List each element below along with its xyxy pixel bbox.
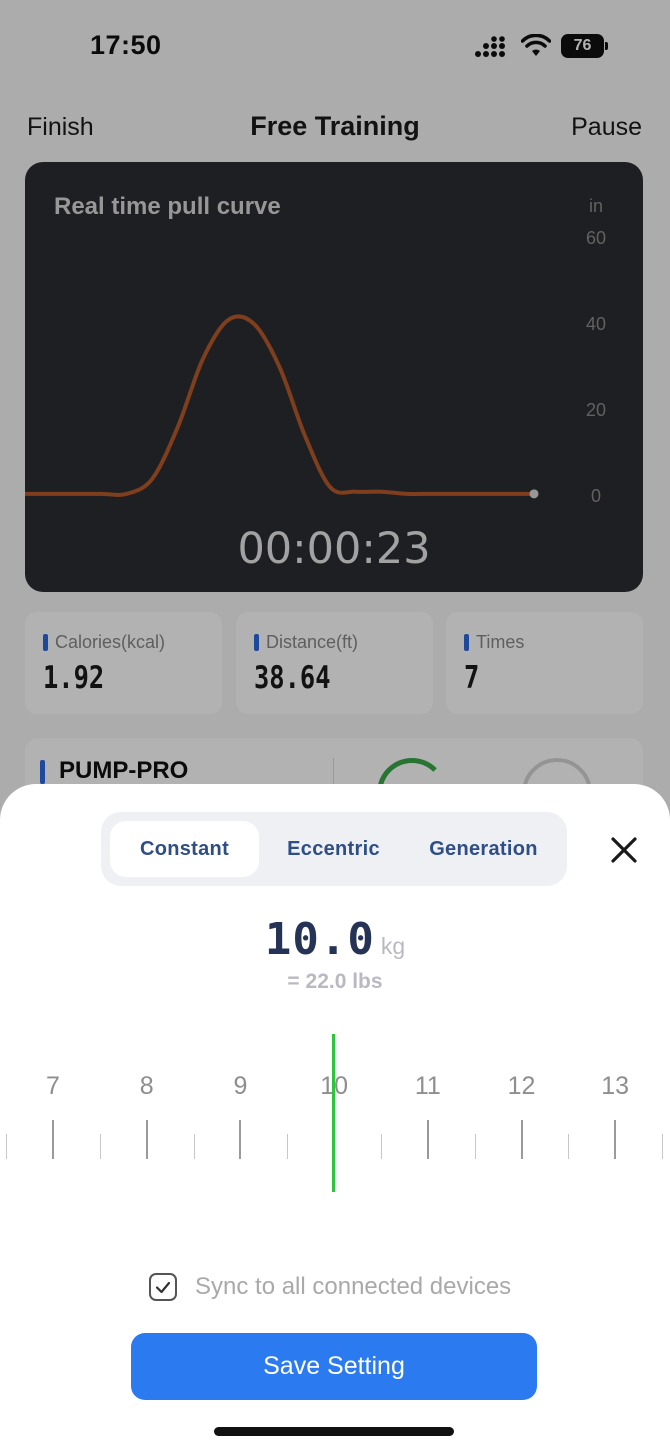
wifi-icon — [521, 34, 551, 56]
ruler-major-tick — [520, 1120, 523, 1159]
weight-lbs: = 22.0 lbs — [287, 970, 383, 993]
stat-label: Calories(kcal) — [55, 632, 166, 652]
ruler-major-tick — [145, 1120, 148, 1159]
ruler-major-tick — [52, 1120, 54, 1159]
calories-card: Calories(kcal) 1.92 — [25, 612, 222, 714]
weight-display: 10.0 kg — [0, 914, 670, 974]
curve-end-point — [529, 489, 539, 499]
ruler-label: 11 — [414, 1072, 441, 1100]
stat-value: 1.92 — [43, 660, 105, 696]
weight-value: 10.0 — [264, 914, 375, 965]
stats-row: Calories(kcal) 1.92 Distance(ft) 38.64 T… — [25, 612, 643, 716]
page-title: Free Training — [250, 111, 420, 141]
pull-curve-card: Real time pull curve in 0 20 40 60 00:00:23 — [25, 162, 643, 592]
ruler-label: 7 — [46, 1072, 60, 1100]
tab-generation[interactable]: Generation — [429, 837, 538, 860]
ruler-label: 12 — [507, 1072, 536, 1100]
tab-eccentric[interactable]: Eccentric — [287, 837, 380, 860]
device-name: PUMP-PRO — [59, 757, 189, 784]
stat-label: Distance(ft) — [266, 632, 359, 652]
y-tick-label: 60 — [586, 228, 606, 248]
y-tick-label: 40 — [586, 314, 606, 334]
curve-title: Real time pull curve — [54, 193, 281, 220]
save-setting-button[interactable]: Save Setting — [131, 1333, 537, 1400]
finish-button[interactable]: Finish — [27, 113, 94, 141]
tab-constant[interactable]: Constant — [110, 821, 259, 877]
nav-bar: Finish Free Training Pause — [0, 105, 670, 151]
ruler-label: 8 — [139, 1072, 154, 1100]
ruler-minor-tick — [380, 1134, 382, 1159]
pause-button[interactable]: Pause — [571, 113, 642, 141]
weight-ruler[interactable]: 78910111213 — [0, 1034, 670, 1244]
status-time: 17:50 — [90, 30, 162, 60]
sync-row[interactable]: Sync to all connected devices — [0, 1270, 670, 1304]
sync-label: Sync to all connected devices — [195, 1273, 512, 1300]
ruler-major-tick — [426, 1120, 429, 1159]
status-bar: 17:50 76 — [0, 22, 670, 68]
elapsed-timer: 00:00:23 — [237, 524, 431, 574]
ruler-minor-tick — [662, 1134, 664, 1159]
stat-label: Times — [476, 632, 525, 652]
stat-value: 7 — [464, 660, 480, 696]
y-axis-unit: in — [589, 196, 603, 216]
ruler-minor-tick — [99, 1134, 101, 1159]
battery-level: 76 — [561, 34, 604, 58]
y-tick-label: 20 — [586, 400, 606, 420]
stat-value: 38.64 — [254, 660, 331, 696]
distance-card: Distance(ft) 38.64 — [236, 612, 433, 714]
pull-curve-line — [25, 314, 536, 497]
ruler-minor-tick — [287, 1134, 289, 1159]
sync-checkbox[interactable] — [149, 1273, 177, 1301]
times-card: Times 7 — [446, 612, 643, 714]
ruler-minor-tick — [568, 1134, 570, 1159]
ruler-minor-tick — [6, 1134, 8, 1159]
y-tick-label: 0 — [591, 486, 601, 506]
home-indicator — [214, 1427, 454, 1436]
mode-tabs: Constant Eccentric Generation — [101, 812, 567, 886]
cellular-signal-icon — [475, 36, 505, 57]
ruler-minor-tick — [193, 1134, 195, 1159]
battery-icon: 76 — [561, 34, 609, 58]
ruler-major-tick — [239, 1120, 242, 1159]
ruler-label: 13 — [601, 1072, 630, 1100]
ruler-indicator — [332, 1034, 335, 1192]
ruler-minor-tick — [474, 1134, 476, 1159]
weight-settings-sheet: Constant Eccentric Generation 10.0 kg = 2… — [0, 784, 670, 1448]
ruler-label: 9 — [233, 1072, 248, 1100]
weight-unit: kg — [380, 933, 406, 959]
pull-curve-chart: in 0 20 40 60 — [25, 196, 606, 506]
close-icon[interactable] — [610, 836, 638, 864]
ruler-major-tick — [614, 1120, 617, 1159]
